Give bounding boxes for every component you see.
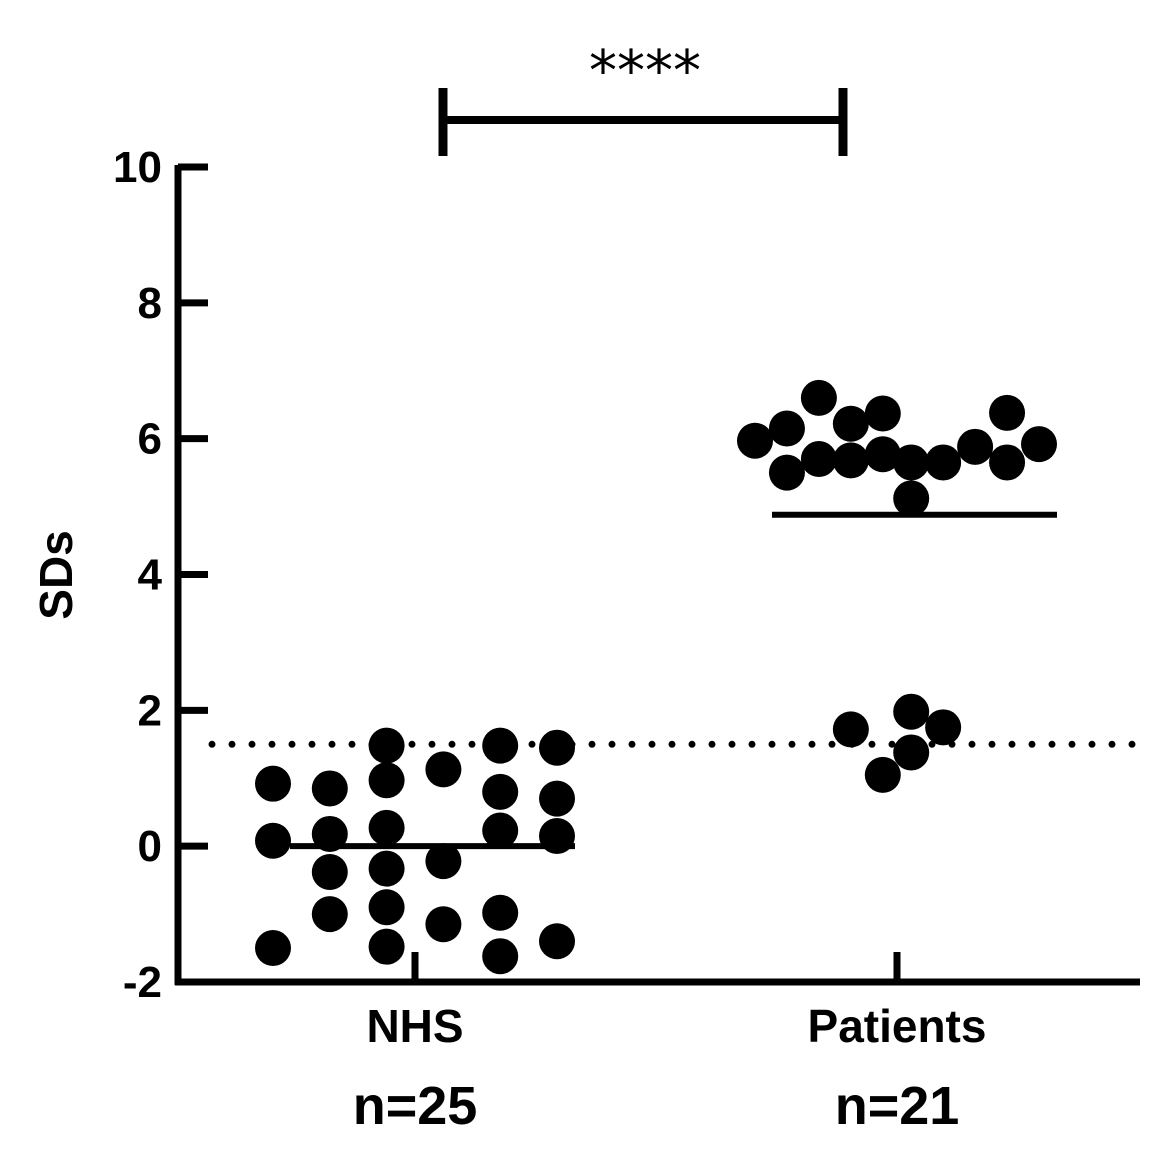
- data-point: [768, 410, 805, 447]
- significance-bracket: ****: [438, 39, 848, 156]
- data-point: [368, 809, 405, 846]
- x-category-label: Patients: [808, 1000, 987, 1052]
- y-tick-label: 4: [138, 551, 163, 600]
- data-point: [482, 938, 519, 975]
- data-points: [255, 379, 1057, 975]
- data-point: [368, 928, 405, 965]
- data-point: [832, 405, 869, 442]
- data-point: [425, 906, 462, 943]
- data-point: [368, 727, 405, 764]
- group-n-label: n=25: [353, 1076, 478, 1136]
- mean-lines: [290, 511, 1057, 850]
- data-point: [893, 734, 930, 771]
- data-point: [482, 773, 519, 810]
- y-axis: -2 0 2 4 6 8 10: [113, 143, 208, 1007]
- data-point: [311, 853, 348, 890]
- data-point: [482, 727, 519, 764]
- data-point: [989, 394, 1026, 431]
- data-point: [832, 711, 869, 748]
- data-point: [800, 379, 837, 416]
- y-tick-label: -2: [123, 958, 162, 1007]
- data-point: [311, 815, 348, 852]
- data-point: [864, 436, 901, 473]
- x-axis: NHS n=25 Patients n=21: [175, 952, 1140, 1136]
- data-point: [368, 762, 405, 799]
- data-point: [425, 843, 462, 880]
- group-n-label: n=21: [835, 1076, 960, 1136]
- data-point: [255, 765, 291, 802]
- data-point: [425, 751, 462, 788]
- data-point: [737, 422, 773, 459]
- data-point: [482, 812, 519, 849]
- y-tick-label: 10: [113, 143, 162, 192]
- data-point: [255, 822, 291, 859]
- data-point: [539, 923, 575, 960]
- data-point: [539, 780, 575, 817]
- y-tick-label: 0: [138, 822, 162, 871]
- data-point: [864, 395, 901, 432]
- data-point: [832, 442, 869, 479]
- data-point: [368, 850, 405, 887]
- data-point: [800, 441, 837, 478]
- data-point: [311, 896, 348, 933]
- data-point: [957, 428, 994, 465]
- data-point: [925, 709, 962, 746]
- data-point: [482, 894, 519, 931]
- data-point: [864, 756, 901, 793]
- data-point: [893, 480, 930, 517]
- data-point: [989, 444, 1026, 481]
- data-point: [1021, 426, 1057, 463]
- data-point: [893, 444, 930, 481]
- data-point: [368, 889, 405, 926]
- data-point: [925, 444, 962, 481]
- data-point: [893, 693, 930, 730]
- y-tick-label: 6: [138, 415, 162, 464]
- data-point: [311, 770, 348, 807]
- y-tick-label: 8: [138, 279, 162, 328]
- significance-label: ****: [589, 39, 701, 104]
- data-point: [768, 454, 805, 491]
- y-tick-label: 2: [138, 686, 162, 735]
- data-point: [255, 930, 291, 967]
- x-category-label: NHS: [366, 1000, 463, 1052]
- data-point: [539, 729, 575, 766]
- y-axis-title: SDs: [30, 530, 82, 619]
